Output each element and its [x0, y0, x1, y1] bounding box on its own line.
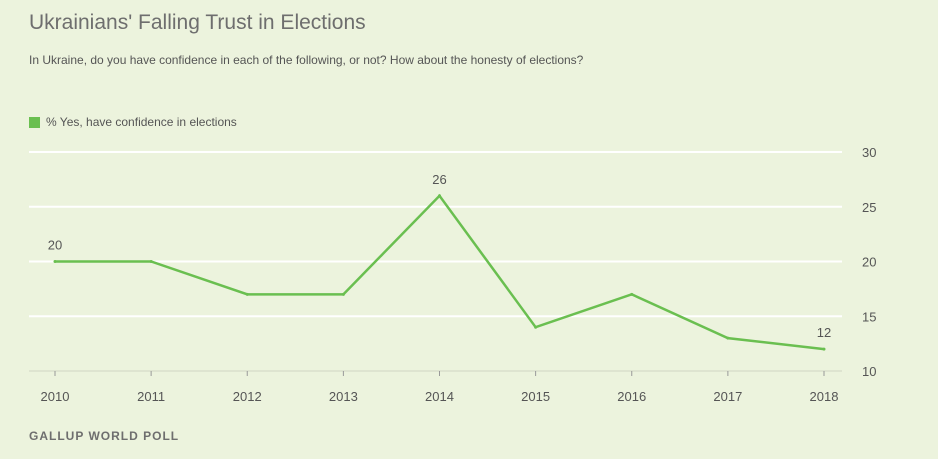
- chart-title: Ukrainians' Falling Trust in Elections: [29, 11, 366, 34]
- data-label-2018: 12: [817, 325, 831, 340]
- data-point-2017: [726, 336, 730, 340]
- y-tick-label-10: 10: [862, 364, 876, 379]
- data-point-2013: [341, 292, 345, 296]
- x-tick-label-2013: 2013: [329, 389, 358, 404]
- legend-label: % Yes, have confidence in elections: [46, 115, 237, 129]
- legend: % Yes, have confidence in elections: [29, 115, 237, 129]
- x-tick-label-2018: 2018: [810, 389, 839, 404]
- x-tick-label-2014: 2014: [425, 389, 454, 404]
- data-point-2014: [438, 194, 441, 198]
- data-point-2015: [534, 325, 538, 329]
- x-tick-label-2017: 2017: [713, 389, 742, 404]
- x-tick-label-2012: 2012: [233, 389, 262, 404]
- series-line-0: [55, 193, 825, 351]
- data-point-2018: [822, 347, 826, 351]
- legend-swatch: [29, 116, 40, 128]
- y-tick-label-30: 30: [862, 145, 876, 160]
- chart-subtitle: In Ukraine, do you have confidence in ea…: [29, 53, 584, 67]
- x-tick-label-2011: 2011: [137, 389, 165, 404]
- y-tick-label-20: 20: [862, 255, 876, 270]
- source-note: GALLUP WORLD POLL: [29, 429, 180, 443]
- y-tick-label-25: 25: [862, 200, 876, 215]
- data-point-2016: [630, 292, 634, 296]
- x-tick-label-2015: 2015: [521, 389, 550, 404]
- x-tick-label-2010: 2010: [41, 389, 70, 404]
- data-label-2014: 26: [432, 172, 446, 187]
- y-tick-label-15: 15: [862, 309, 876, 324]
- data-label-2010: 20: [48, 238, 62, 253]
- data-point-2011: [149, 260, 153, 263]
- data-point-2010: [53, 260, 57, 263]
- x-tick-label-2016: 2016: [617, 389, 646, 404]
- data-point-2012: [245, 292, 249, 296]
